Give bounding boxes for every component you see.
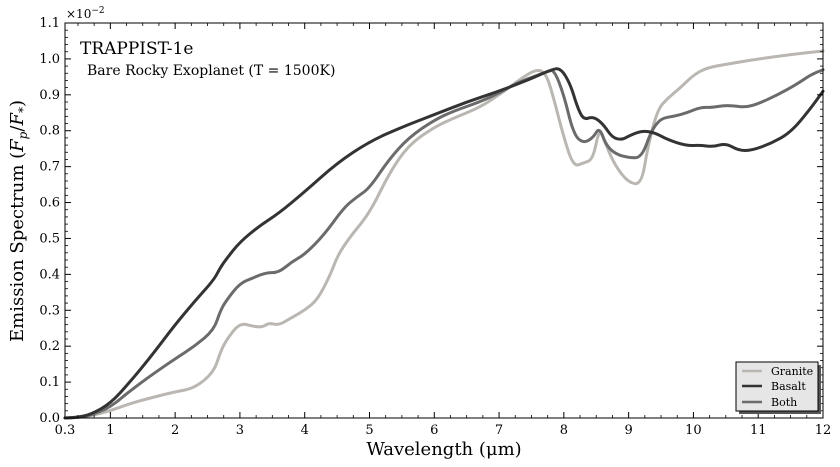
x-tick-label: 2 (171, 423, 179, 438)
y-axis-label: Emission Spectrum (Fp/F*) (7, 100, 30, 342)
x-tick-label: 0.3 (55, 423, 76, 438)
x-tick-label: 9 (625, 423, 633, 438)
y-axis-label-close: ) (7, 100, 28, 107)
y-tick-label: 1.0 (39, 52, 60, 67)
x-tick-label: 1 (106, 423, 114, 438)
y-tick-label: 0.4 (39, 267, 60, 282)
legend: Granite Basalt Both (735, 361, 821, 414)
legend-label-both: Both (771, 396, 797, 409)
legend-label-granite: Granite (771, 365, 813, 378)
y-tick-label: 0.0 (39, 411, 60, 426)
y-tick-label: 0.3 (39, 303, 60, 318)
x-tick-label: 7 (495, 423, 503, 438)
x-axis-label: Wavelength (μm) (366, 439, 521, 460)
legend-label-basalt: Basalt (771, 380, 806, 393)
x-tick-label: 8 (560, 423, 568, 438)
x-tick-label: 4 (301, 423, 309, 438)
y-tick-label: 0.7 (39, 160, 60, 175)
series-line-basalt (63, 67, 825, 420)
y-scale-exponent: −2 (91, 6, 104, 16)
y-tick-label: 0.6 (39, 196, 60, 211)
y-tick-label: 0.1 (39, 375, 60, 390)
y-axis-label-fstar: F (7, 112, 28, 127)
chart-subtitle: Bare Rocky Exoplanet (T = 1500K) (87, 63, 335, 79)
plot-frame (64, 22, 824, 419)
x-tick-label: 6 (430, 423, 438, 438)
y-tick-label: 0.9 (39, 88, 60, 103)
chart-title: TRAPPIST-1e (80, 39, 193, 59)
y-axis-label-main: Emission Spectrum ( (7, 152, 28, 342)
y-axis-label-fp: F (7, 138, 28, 153)
y-axis-label-sub-star: * (16, 107, 30, 113)
x-tick-label: 3 (236, 423, 244, 438)
y-axis-label-slash: / (7, 125, 28, 132)
y-tick-label: 0.2 (39, 339, 60, 354)
y-scale-multiplier: ×10−2 (66, 6, 105, 21)
series-layer (63, 49, 825, 420)
y-tick-label: 0.5 (39, 231, 60, 246)
x-tick-label: 12 (815, 423, 832, 438)
y-scale-prefix: ×10 (66, 7, 91, 21)
series-line-both (63, 68, 825, 420)
y-tick-label: 0.8 (39, 124, 60, 139)
x-tick-label: 5 (365, 423, 373, 438)
x-tick-label: 10 (685, 423, 702, 438)
y-tick-label: 1.1 (39, 16, 60, 31)
y-axis-label-sub-p: p (16, 131, 30, 139)
x-tick-label: 11 (750, 423, 767, 438)
series-line-granite (63, 49, 825, 420)
